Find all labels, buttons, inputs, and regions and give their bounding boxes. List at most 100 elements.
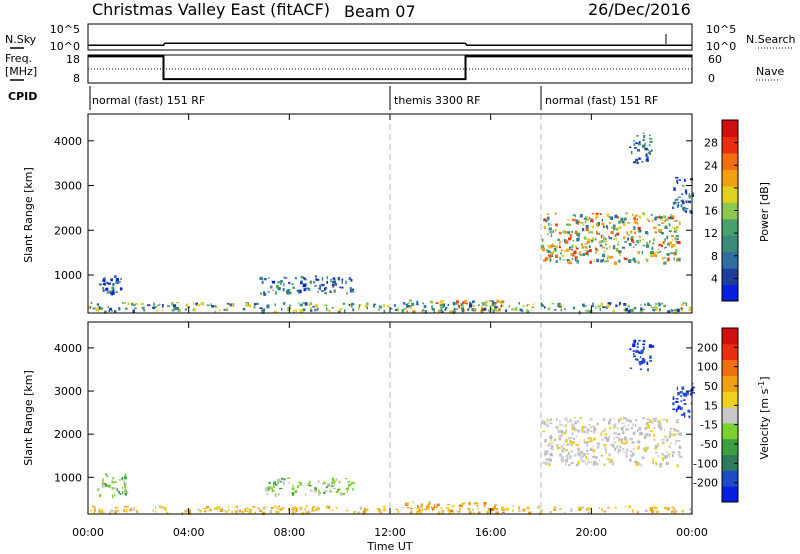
data-pixel <box>341 281 343 284</box>
data-pixel <box>318 491 322 494</box>
data-pixel <box>114 310 117 313</box>
colorbar-swatch <box>722 407 738 424</box>
data-pixel <box>666 252 669 255</box>
data-pixel <box>680 304 684 306</box>
data-pixel <box>599 308 601 312</box>
data-pixel <box>435 302 439 304</box>
data-pixel <box>681 510 684 513</box>
data-pixel <box>352 303 355 305</box>
data-pixel <box>500 304 502 308</box>
data-pixel <box>675 421 679 424</box>
data-pixel <box>501 305 504 307</box>
data-pixel <box>294 276 297 280</box>
data-pixel <box>603 225 605 229</box>
data-pixel <box>654 216 658 218</box>
data-pixel <box>566 457 569 461</box>
data-pixel <box>607 255 609 258</box>
data-pixel <box>549 258 552 262</box>
data-pixel <box>159 303 161 306</box>
data-pixel <box>462 306 465 309</box>
data-pixel <box>460 504 463 507</box>
data-pixel <box>214 306 218 308</box>
data-pixel <box>569 455 572 459</box>
data-pixel <box>648 134 651 137</box>
data-pixel <box>655 463 657 466</box>
data-pixel <box>286 307 289 309</box>
data-pixel <box>554 309 557 311</box>
data-pixel <box>441 300 445 302</box>
data-pixel <box>501 300 503 304</box>
data-pixel <box>548 419 551 422</box>
data-pixel <box>607 507 610 509</box>
data-pixel <box>608 460 611 464</box>
data-pixel <box>666 436 668 438</box>
data-pixel <box>310 307 312 311</box>
data-pixel <box>266 492 268 495</box>
data-pixel <box>462 301 466 304</box>
data-pixel <box>676 407 679 411</box>
data-pixel <box>585 252 588 255</box>
data-pixel <box>605 305 608 309</box>
data-pixel <box>105 287 109 291</box>
data-pixel <box>605 243 607 246</box>
data-pixel <box>98 509 100 513</box>
data-pixel <box>633 352 635 356</box>
data-pixel <box>666 419 668 423</box>
data-pixel <box>685 391 689 396</box>
data-pixel <box>335 507 339 509</box>
data-pixel <box>314 508 317 511</box>
data-pixel <box>489 300 493 302</box>
data-pixel <box>638 140 641 145</box>
data-pixel <box>638 215 641 219</box>
data-pixel <box>673 510 677 514</box>
data-pixel <box>544 257 549 261</box>
data-pixel <box>570 508 573 512</box>
data-pixel <box>440 308 443 312</box>
data-pixel <box>672 215 675 218</box>
data-pixel <box>668 257 670 261</box>
data-pixel <box>110 509 114 513</box>
data-pixel <box>592 425 595 428</box>
data-pixel <box>411 302 415 306</box>
data-pixel <box>481 310 483 313</box>
data-pixel <box>639 309 643 313</box>
data-pixel <box>559 256 561 261</box>
data-pixel <box>116 282 120 284</box>
data-pixel <box>122 491 124 495</box>
data-pixel <box>544 439 547 443</box>
data-pixel <box>286 291 289 295</box>
data-pixel <box>597 232 601 235</box>
data-pixel <box>297 302 300 304</box>
data-pixel <box>688 193 690 195</box>
data-pixel <box>231 510 234 514</box>
data-pixel <box>685 210 687 213</box>
data-pixel <box>680 309 683 312</box>
data-pixel <box>650 213 653 216</box>
data-pixel <box>604 436 607 439</box>
data-pixel <box>618 437 620 442</box>
data-pixel <box>211 305 215 308</box>
data-pixel <box>454 310 456 314</box>
colorbar-swatch <box>722 422 738 440</box>
data-pixel <box>623 257 625 259</box>
data-pixel <box>688 194 692 199</box>
data-pixel <box>263 308 266 311</box>
data-pixel <box>590 426 593 429</box>
data-pixel <box>268 277 270 279</box>
data-pixel <box>118 307 121 311</box>
data-pixel <box>626 448 629 451</box>
data-pixel <box>602 418 606 422</box>
data-pixel <box>199 509 202 513</box>
data-pixel <box>633 140 636 142</box>
data-pixel <box>576 259 579 264</box>
data-pixel <box>641 160 644 163</box>
data-pixel <box>537 506 539 509</box>
data-pixel <box>452 310 455 315</box>
data-pixel <box>452 301 456 306</box>
data-pixel <box>626 419 629 422</box>
data-pixel <box>596 258 600 263</box>
data-pixel <box>614 447 617 451</box>
data-pixel <box>547 307 551 311</box>
data-pixel <box>424 310 427 314</box>
data-pixel <box>227 505 230 508</box>
